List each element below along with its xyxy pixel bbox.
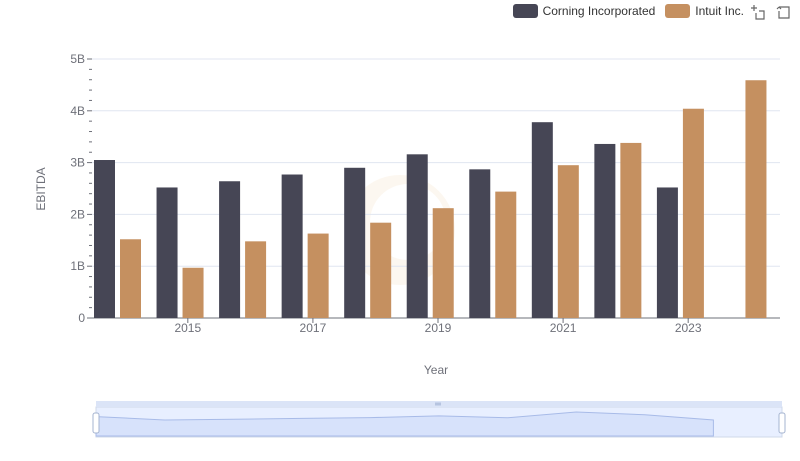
bar-intuit-2022[interactable] <box>620 142 642 318</box>
legend-swatch-corning <box>512 4 538 18</box>
bar-corning-2023[interactable] <box>656 187 678 318</box>
legend-swatch-intuit <box>665 4 691 18</box>
bar-intuit-2015[interactable] <box>182 267 204 318</box>
bar-intuit-2018[interactable] <box>370 222 392 318</box>
bar-corning-2018[interactable] <box>344 167 366 318</box>
restore-icon[interactable] <box>776 4 792 20</box>
y-axis-label: EBITDA <box>34 167 48 210</box>
bar-intuit-2019[interactable] <box>432 208 454 318</box>
bar-intuit-2023[interactable] <box>682 108 704 318</box>
data-zoom-slider[interactable] <box>92 401 786 438</box>
toolbox <box>750 4 792 20</box>
y-tick-label: 5B <box>70 52 85 66</box>
bar-intuit-2024[interactable] <box>745 80 767 318</box>
legend: Corning Incorporated Intuit Inc. <box>512 4 744 18</box>
bar-corning-2022[interactable] <box>594 143 616 318</box>
bar-intuit-2020[interactable] <box>495 191 517 318</box>
legend-item-intuit[interactable]: Intuit Inc. <box>665 4 744 18</box>
bar-corning-2015[interactable] <box>156 187 178 318</box>
x-tick-label: 2023 <box>675 321 702 335</box>
bar-corning-2021[interactable] <box>531 122 553 318</box>
x-tick-label: 2021 <box>550 321 577 335</box>
bar-corning-2014[interactable] <box>94 160 115 318</box>
zoom-preview-area <box>95 411 714 437</box>
bar-corning-2016[interactable] <box>219 181 241 318</box>
y-axis: 0 1B 2B 3B 4B 5B <box>70 52 92 325</box>
legend-item-corning[interactable]: Corning Incorporated <box>512 4 656 18</box>
y-tick-label: 0 <box>78 311 85 325</box>
bar-corning-2020[interactable] <box>469 169 491 318</box>
x-tick-label: 2017 <box>300 321 327 335</box>
y-tick-label: 4B <box>70 104 85 118</box>
legend-label-corning: Corning Incorporated <box>542 4 656 18</box>
y-tick-label: 2B <box>70 207 85 221</box>
bar-corning-2019[interactable] <box>406 154 428 318</box>
bar-intuit-2017[interactable] <box>307 233 329 318</box>
bar-intuit-2016[interactable] <box>245 241 267 318</box>
x-axis-label: Year <box>424 363 448 377</box>
x-tick-label: 2015 <box>174 321 201 335</box>
bars <box>94 80 767 318</box>
bar-corning-2017[interactable] <box>281 174 303 318</box>
zoom-icon[interactable] <box>750 4 766 20</box>
zoom-handle-right[interactable] <box>778 412 786 434</box>
x-tick-label: 2019 <box>425 321 452 335</box>
y-tick-label: 3B <box>70 156 85 170</box>
bar-intuit-2014[interactable] <box>120 239 141 318</box>
bar-intuit-2021[interactable] <box>557 165 579 318</box>
y-tick-label: 1B <box>70 259 85 273</box>
x-axis: 2015 2017 2019 2021 2023 <box>174 318 702 335</box>
zoom-handle-left[interactable] <box>92 412 100 434</box>
legend-label-intuit: Intuit Inc. <box>695 4 744 18</box>
